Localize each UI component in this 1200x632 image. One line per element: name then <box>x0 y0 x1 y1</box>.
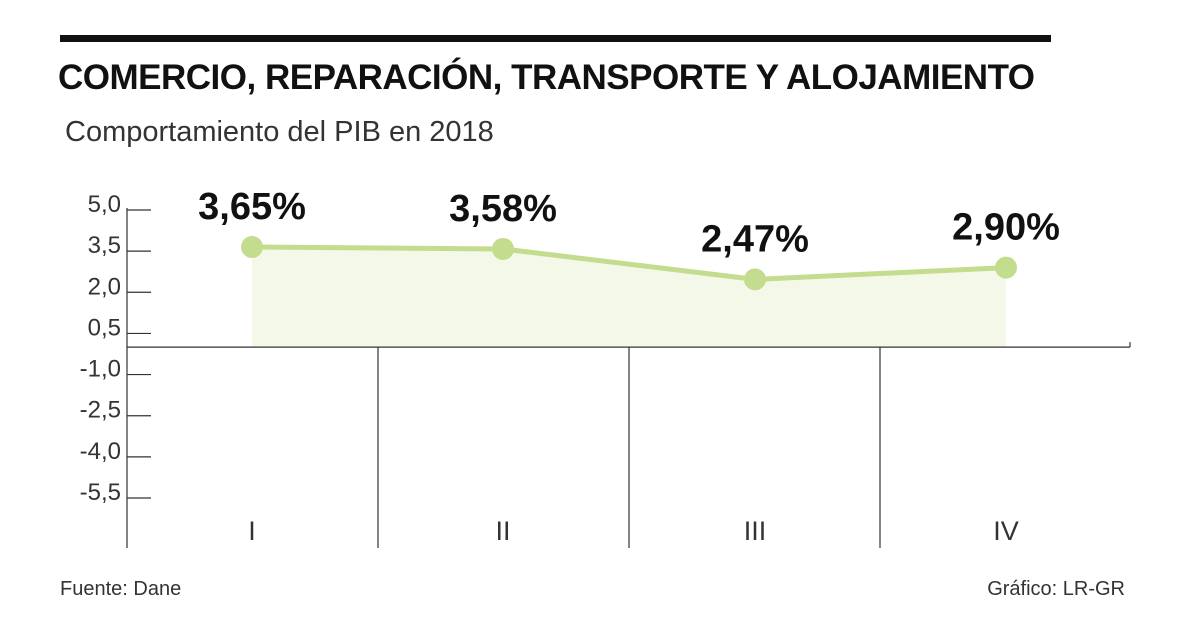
x-category-label: II <box>495 516 510 546</box>
data-label: 3,58% <box>449 188 557 230</box>
y-tick-label: 5,0 <box>88 191 121 218</box>
x-category-label: IV <box>993 516 1019 546</box>
data-point <box>744 268 766 291</box>
data-point <box>995 256 1017 279</box>
y-tick-label: -4,0 <box>80 438 121 465</box>
y-tick-label: 0,5 <box>88 314 121 341</box>
data-label: 3,65% <box>198 186 306 228</box>
data-point <box>492 237 514 260</box>
data-label: 2,47% <box>701 218 809 260</box>
y-tick-label: 3,5 <box>88 232 121 259</box>
series-area <box>252 247 1006 348</box>
x-category-label: III <box>744 516 767 546</box>
x-category-label: I <box>248 516 256 546</box>
chart-subtitle: Comportamiento del PIB en 2018 <box>65 116 494 148</box>
top-rule <box>60 35 1051 42</box>
series-line <box>251 244 1007 282</box>
y-tick-label: -2,5 <box>80 397 121 424</box>
data-label: 2,90% <box>952 207 1060 249</box>
y-tick-label: -1,0 <box>80 356 121 383</box>
y-tick-label: 2,0 <box>88 273 121 300</box>
y-tick-label: -5,5 <box>80 479 121 506</box>
chart-title: COMERCIO, REPARACIÓN, TRANSPORTE Y ALOJA… <box>58 58 1035 97</box>
source-note: Fuente: Dane <box>60 578 182 600</box>
data-point <box>241 236 263 259</box>
credit-note: Gráfico: LR-GR <box>987 578 1125 600</box>
